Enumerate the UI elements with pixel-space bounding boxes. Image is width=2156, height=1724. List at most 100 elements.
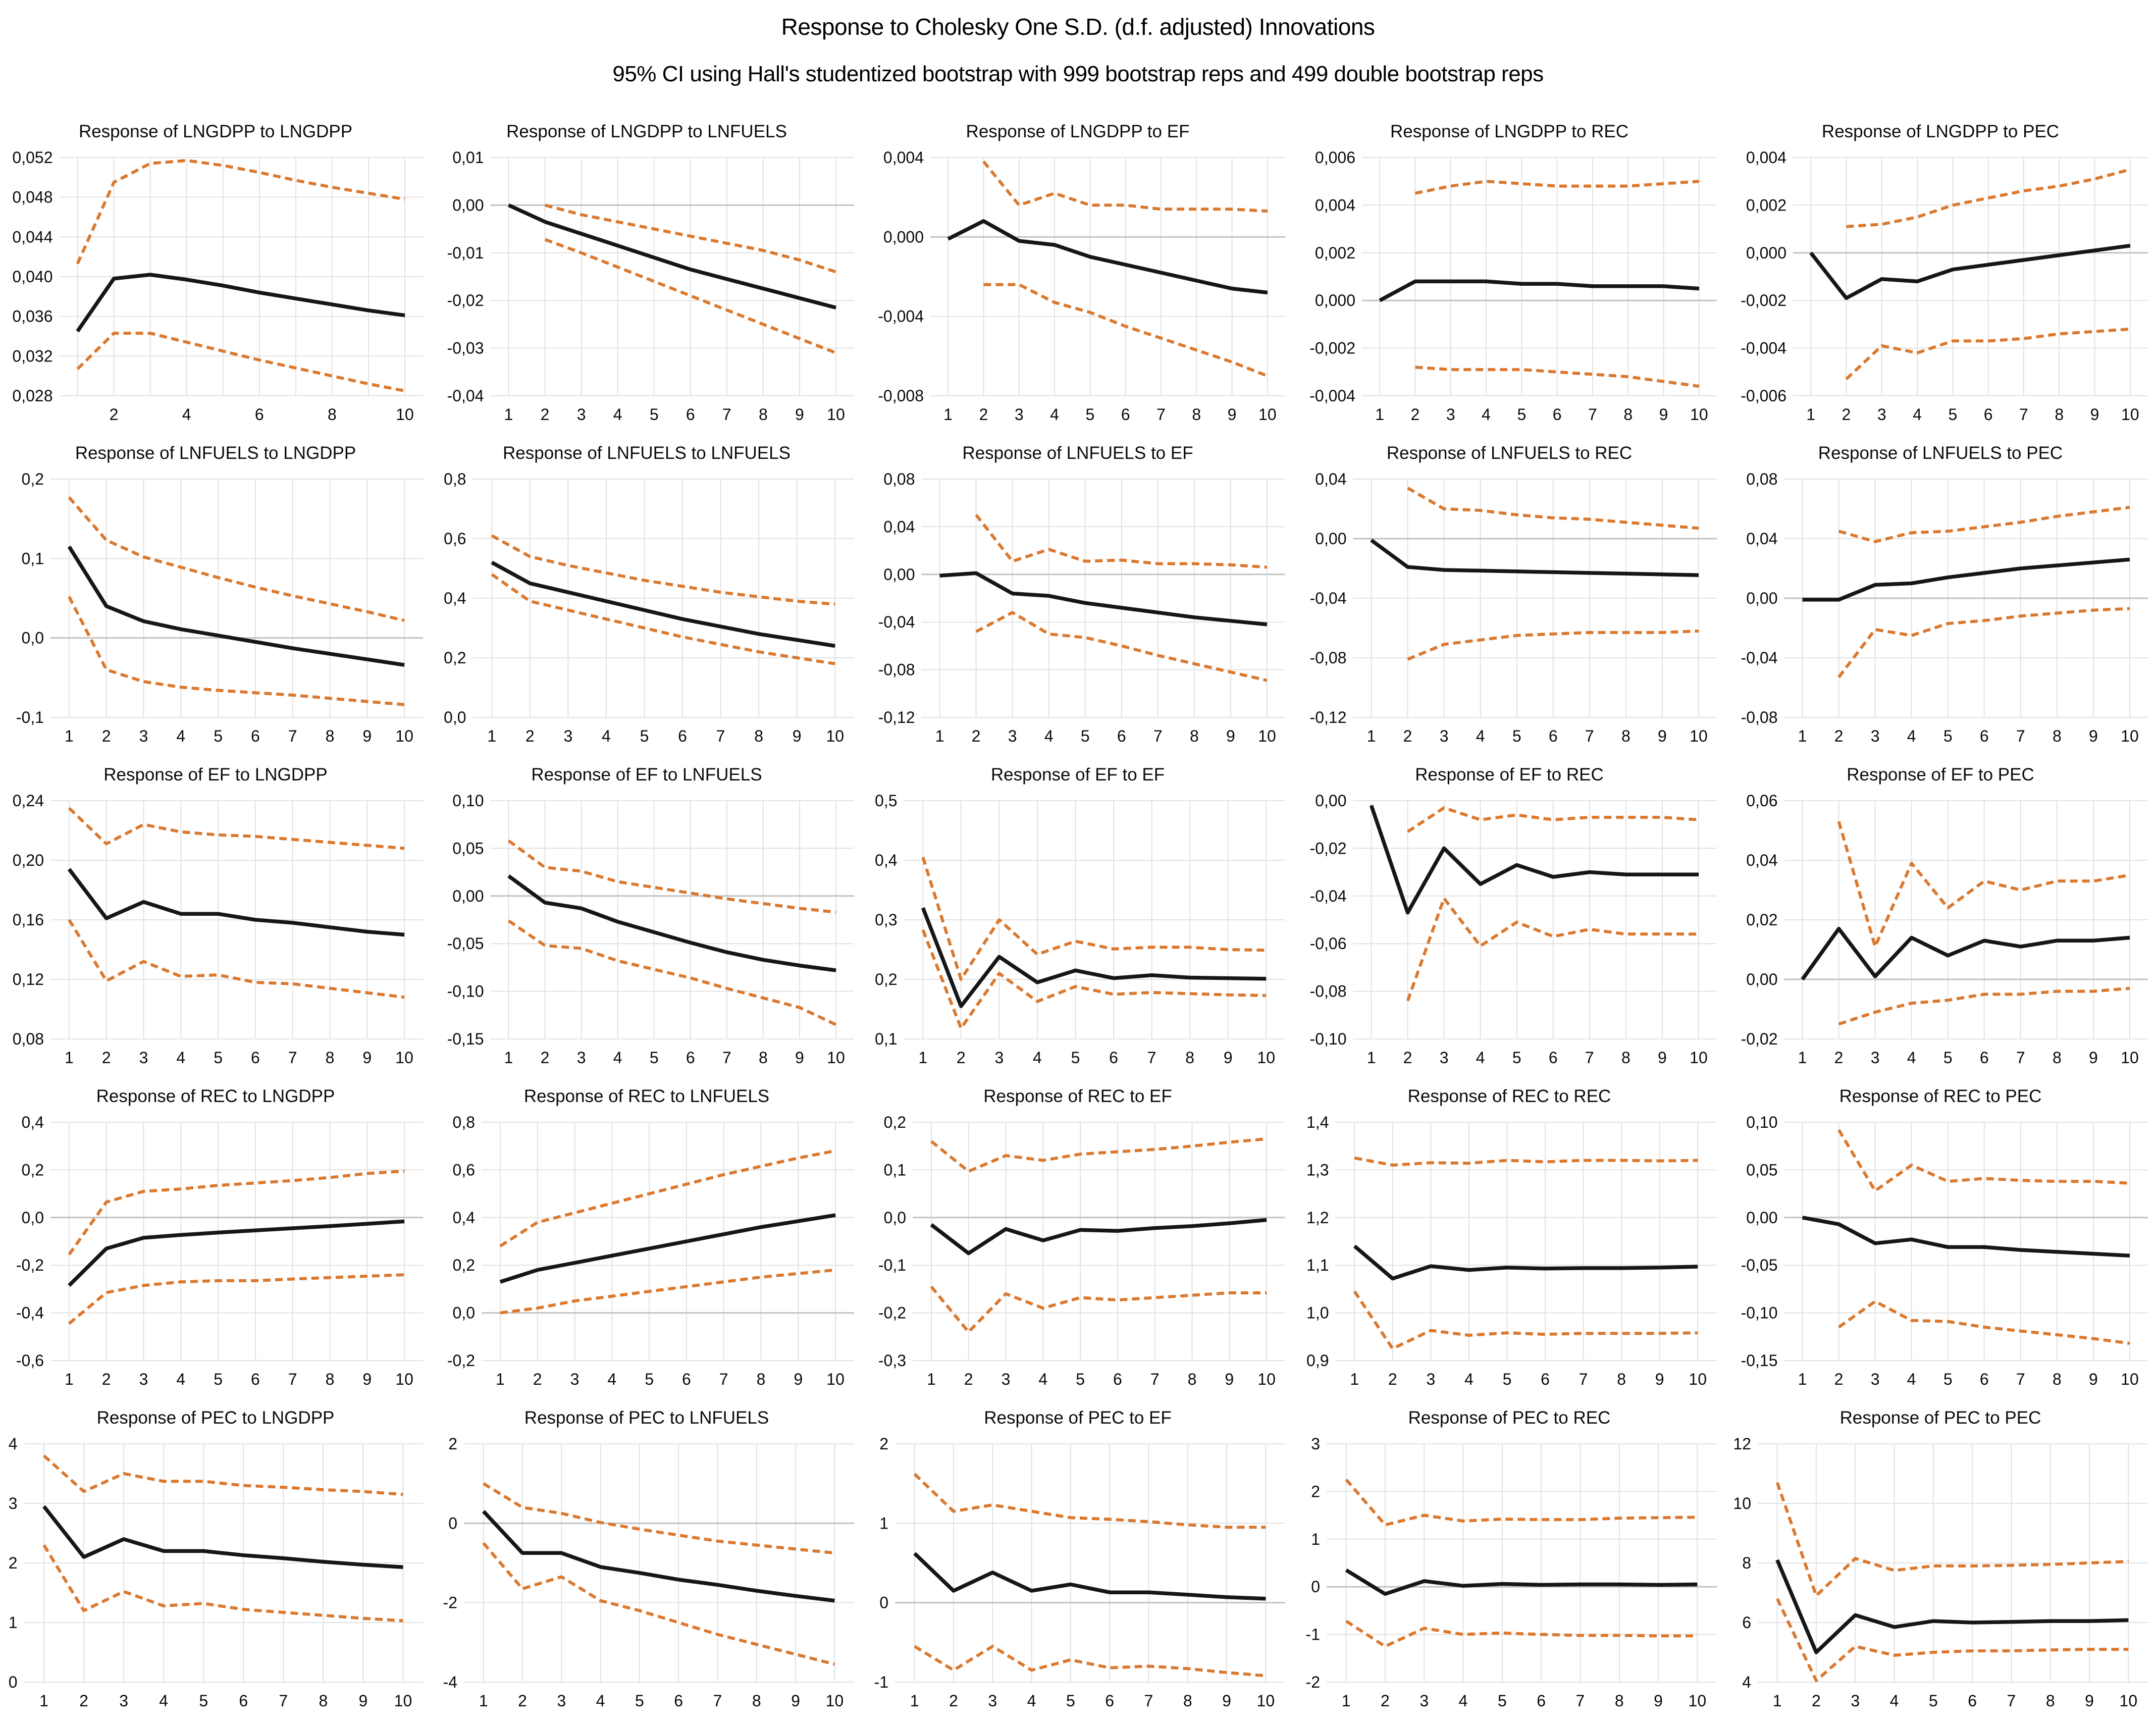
x-tick-label: 4 — [1476, 1049, 1485, 1067]
lower_ci-line — [68, 919, 405, 999]
upper_ci-line — [491, 534, 835, 606]
x-tick-label: 5 — [1081, 727, 1090, 745]
x-tick-label: 5 — [1943, 727, 1953, 745]
x-tick-label: 1 — [1375, 405, 1384, 424]
x-tick-label: 2 — [957, 1049, 966, 1067]
irf-panel-9: Response of LNFUELS to REC 0,04 0,00 -0,04 -… — [1294, 437, 1725, 758]
y-tick-label: 0,4 — [444, 589, 466, 607]
x-tick-label: 1 — [927, 1370, 936, 1388]
y-tick-label: 1,1 — [1306, 1256, 1329, 1274]
x-tick-label: 3 — [570, 1370, 580, 1388]
y-tick-label: -0,2 — [447, 1351, 475, 1370]
panel-title: Response of LNGDPP to LNFUELS — [506, 122, 787, 141]
y-tick-label: -0,004 — [1741, 339, 1786, 357]
x-tick-label: 5 — [1076, 1370, 1085, 1388]
panel-title: Response of LNGDPP to EF — [966, 122, 1190, 141]
y-tick-label: 0,4 — [22, 1113, 44, 1131]
y-tick-label: 0,036 — [12, 307, 52, 326]
y-tick-label: -0,4 — [16, 1304, 44, 1322]
x-tick-label: 1 — [944, 405, 953, 424]
x-tick-label: 6 — [1980, 1049, 1989, 1067]
x-tick-label: 9 — [362, 1370, 372, 1388]
y-tick-label: -2 — [1305, 1673, 1320, 1691]
x-tick-label: 8 — [2053, 1049, 2062, 1067]
x-tick-label: 9 — [791, 1692, 800, 1710]
y-tick-label: 0,002 — [1746, 196, 1786, 214]
x-tick-label: 2 — [1834, 727, 1843, 745]
x-tick-label: 4 — [613, 405, 622, 424]
x-tick-label: 7 — [1588, 405, 1597, 424]
chart-canvas: Response of EF to EF 0,5 0,4 0,3 0,2 0,1 1 2 3 4 5… — [875, 765, 1286, 1067]
x-tick-label: 8 — [2053, 1370, 2062, 1388]
x-tick-label: 7 — [713, 1692, 722, 1710]
y-tick-label: 0,5 — [875, 792, 897, 810]
x-tick-label: 8 — [757, 1370, 766, 1388]
x-tick-label: 2 — [1381, 1692, 1390, 1710]
x-tick-label: 3 — [1871, 1370, 1880, 1388]
x-tick-label: 9 — [1658, 727, 1667, 745]
x-tick-label: 2 — [1388, 1370, 1397, 1388]
x-tick-label: 2 — [1842, 405, 1851, 424]
y-tick-label: -0,04 — [1741, 649, 1777, 667]
x-tick-label: 9 — [2089, 1049, 2098, 1067]
x-tick-label: 1 — [496, 1370, 505, 1388]
x-tick-label: 4 — [1907, 727, 1916, 745]
x-tick-label: 10 — [2121, 727, 2139, 745]
chart-subtitle: 95% CI using Hall's studentized bootstra… — [612, 62, 1544, 86]
x-tick-label: 6 — [1552, 405, 1561, 424]
x-tick-label: 10 — [1257, 1692, 1275, 1710]
response-line — [1369, 805, 1699, 915]
x-tick-label: 9 — [1654, 1692, 1663, 1710]
y-tick-label: 0,02 — [1746, 911, 1777, 929]
y-tick-label: -1 — [874, 1673, 888, 1691]
x-tick-label: 10 — [2121, 405, 2139, 424]
lower_ci-line — [491, 573, 835, 665]
y-tick-label: 0,8 — [444, 470, 466, 488]
x-tick-label: 6 — [1106, 1692, 1115, 1710]
x-tick-label: 6 — [1121, 405, 1130, 424]
y-tick-label: 0,000 — [883, 228, 924, 246]
response-line — [1775, 1559, 2129, 1654]
x-tick-label: 9 — [2089, 727, 2098, 745]
panel-title: Response of REC to REC — [1407, 1086, 1611, 1106]
irf-panel-6: Response of LNFUELS to LNGDPP 0,2 0,1 0,0 -0… — [0, 437, 431, 758]
x-tick-label: 8 — [759, 1049, 768, 1067]
x-tick-label: 7 — [1585, 727, 1594, 745]
irf-panel-8: Response of LNFUELS to EF 0,08 0,04 0,00 -0,… — [862, 437, 1293, 758]
response-line — [939, 571, 1268, 626]
x-tick-label: 1 — [65, 727, 74, 745]
y-tick-label: 0,06 — [1746, 792, 1777, 810]
x-tick-label: 4 — [1889, 1692, 1899, 1710]
x-tick-label: 8 — [754, 727, 763, 745]
x-tick-label: 9 — [1659, 405, 1668, 424]
y-tick-label: 0,10 — [452, 792, 484, 810]
lower_ci-line — [1837, 1299, 2130, 1345]
irf-panel-19: Response of REC to REC 1,4 1,3 1,2 1,1 1,0 0,9… — [1294, 1080, 1725, 1401]
x-tick-label: 4 — [1027, 1692, 1036, 1710]
x-tick-label: 10 — [826, 1692, 844, 1710]
x-tick-label: 8 — [1614, 1692, 1623, 1710]
x-tick-label: 5 — [650, 1049, 659, 1067]
x-tick-label: 6 — [1968, 1692, 1977, 1710]
x-tick-label: 1 — [65, 1049, 74, 1067]
x-tick-label: 6 — [251, 1370, 260, 1388]
x-tick-label: 8 — [319, 1692, 328, 1710]
x-tick-label: 1 — [1773, 1692, 1782, 1710]
y-tick-label: 1,0 — [1306, 1304, 1329, 1322]
x-tick-label: 8 — [2046, 1692, 2055, 1710]
chart-canvas: Response of REC to PEC 0,10 0,05 0,00 -0,05 -… — [1741, 1086, 2148, 1388]
lower_ci-line — [68, 1273, 405, 1325]
x-tick-label: 10 — [1258, 1370, 1276, 1388]
x-tick-label: 10 — [827, 405, 845, 424]
x-tick-label: 9 — [362, 727, 372, 745]
x-tick-label: 3 — [1439, 1049, 1448, 1067]
irf-panel-18: Response of REC to EF 0,2 0,1 0,0 -0,1 -0,2 -0… — [862, 1080, 1293, 1401]
x-tick-label: 9 — [2090, 405, 2099, 424]
x-tick-label: 9 — [1225, 1370, 1234, 1388]
y-tick-label: 2 — [9, 1554, 18, 1572]
panel-title: Response of REC to EF — [984, 1086, 1173, 1106]
y-tick-label: -0,1 — [878, 1256, 906, 1274]
y-tick-label: 0,00 — [1315, 792, 1346, 810]
x-tick-label: 4 — [159, 1692, 168, 1710]
